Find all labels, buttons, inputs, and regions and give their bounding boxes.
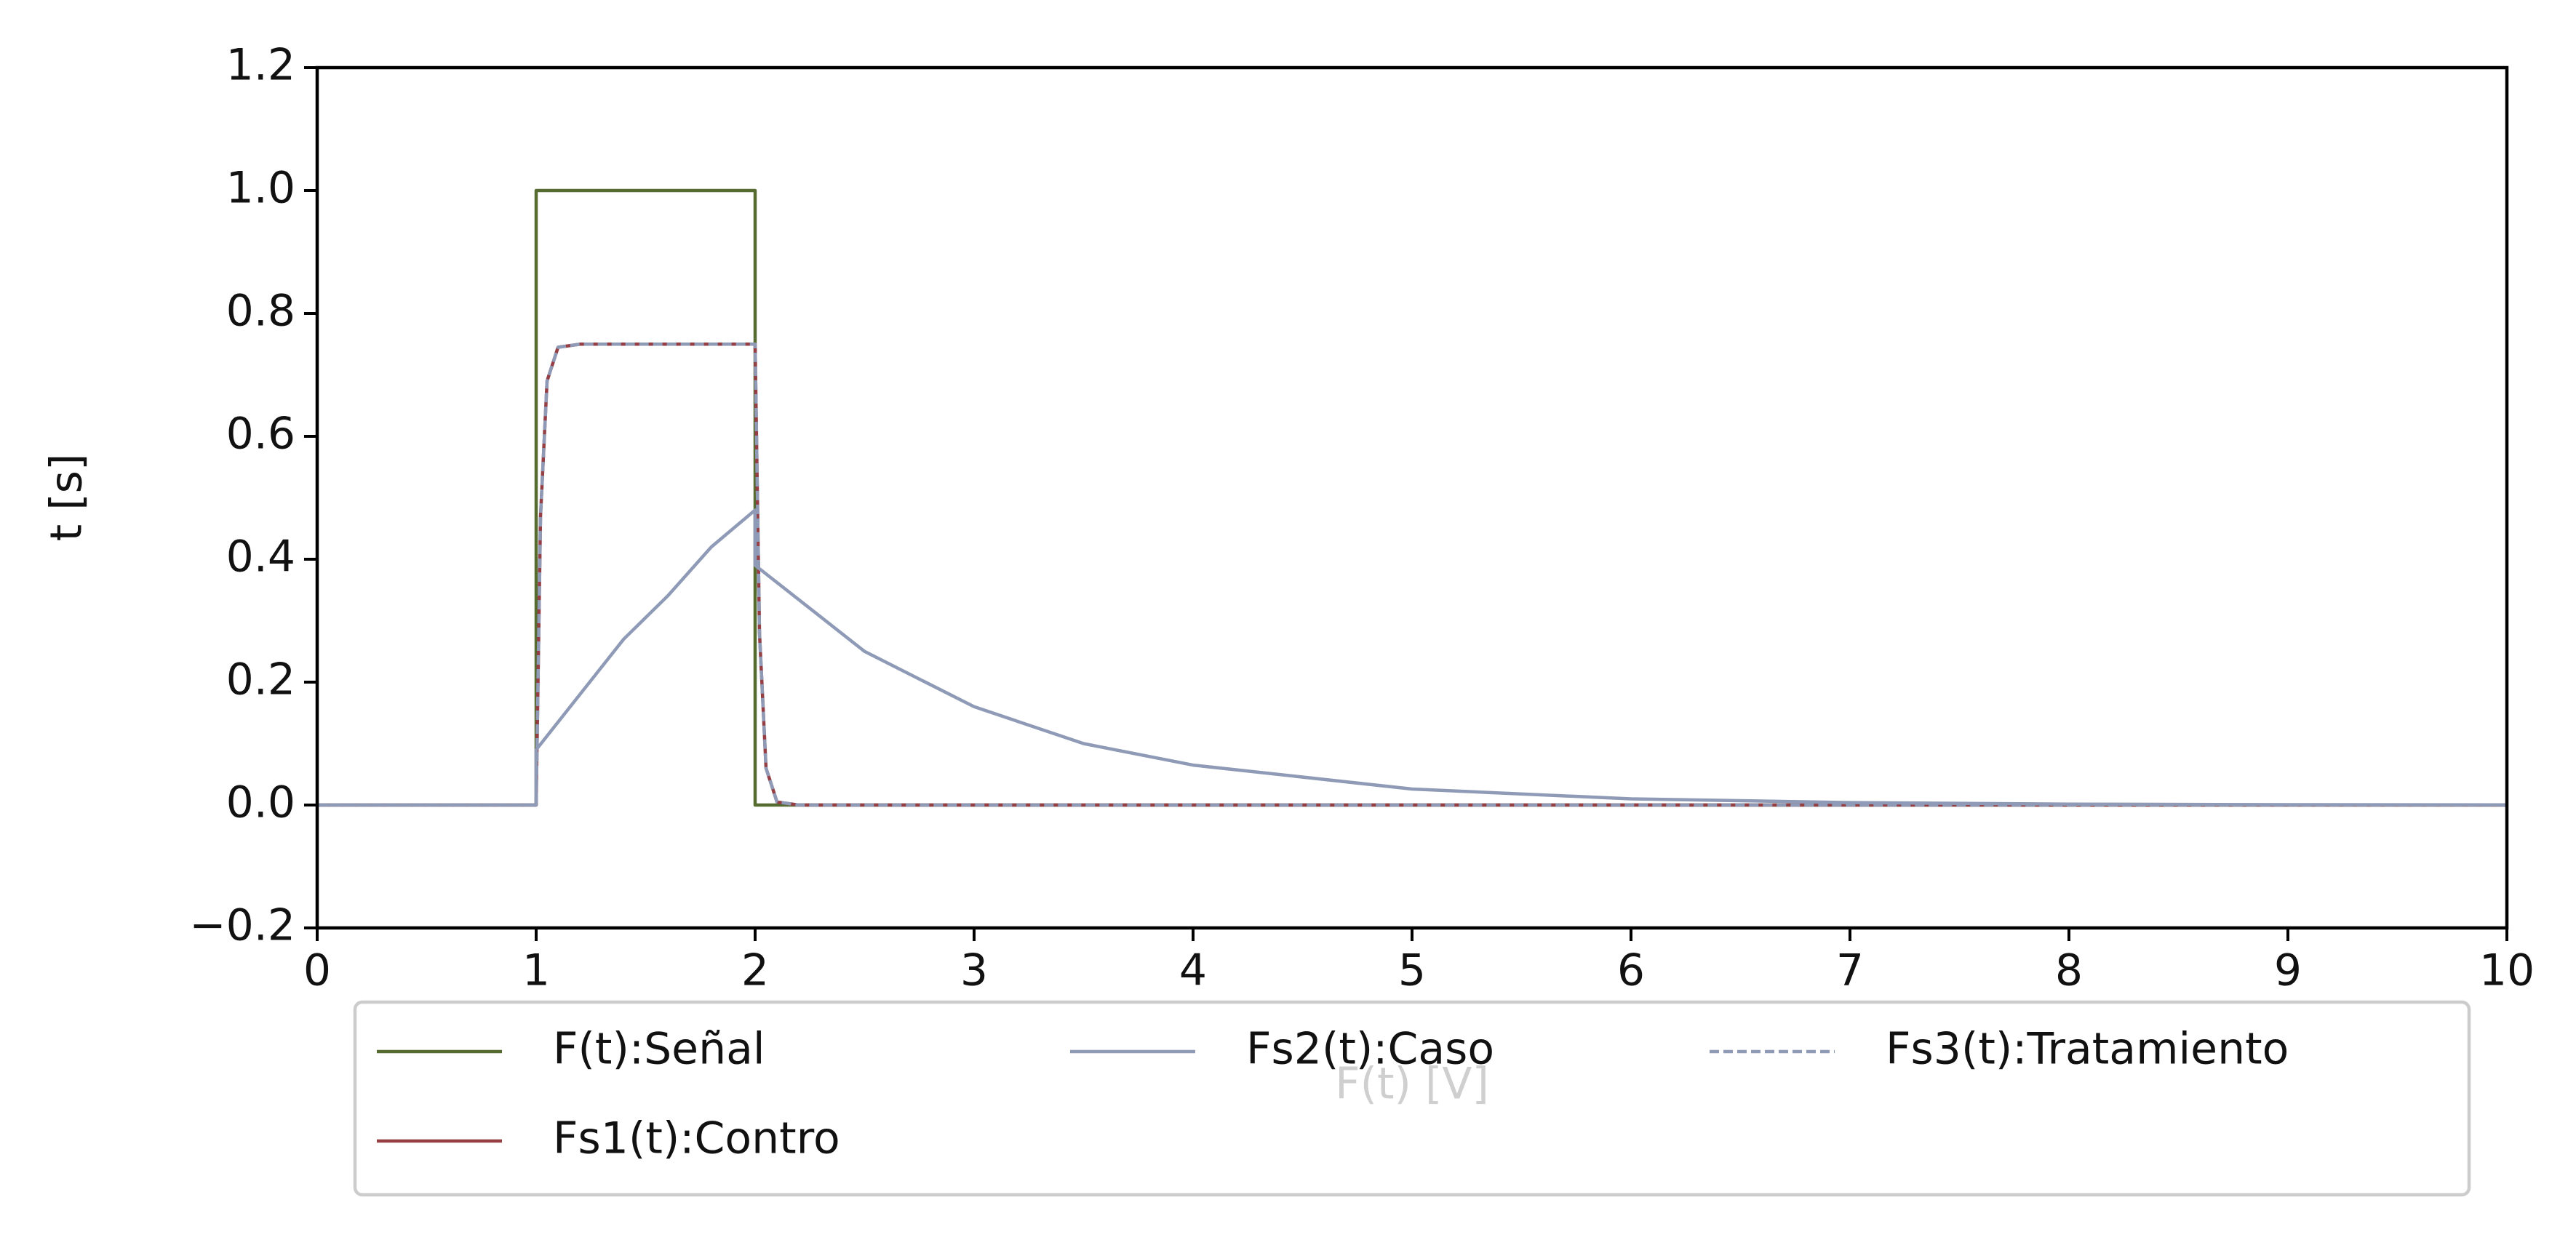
- x-tick-label: 8: [2055, 945, 2083, 996]
- x-tick-label: 5: [1398, 945, 1426, 996]
- x-tick-label: 4: [1179, 945, 1207, 996]
- y-tick-label: −0.2: [189, 900, 295, 951]
- y-tick-label: 0.4: [226, 532, 295, 583]
- x-tick-label: 6: [1617, 945, 1645, 996]
- series-line: [317, 343, 2507, 807]
- x-tick-label: 0: [303, 945, 331, 996]
- y-tick-label: 1.0: [226, 163, 295, 214]
- y-axis-label: t [s]: [41, 454, 92, 542]
- legend-box: [353, 1000, 2471, 1197]
- plot-frame: [315, 65, 2509, 930]
- legend-label: F(t):Señal: [553, 1024, 765, 1075]
- x-tick-label: 3: [960, 945, 988, 996]
- legend: F(t):Señal Fs1(t):Contro Fs2(t):Caso Fs3(t)…: [353, 1000, 2471, 1197]
- x-tick-label: 10: [2479, 945, 2535, 996]
- legend-label: Fs1(t):Contro: [553, 1113, 840, 1164]
- y-tick-label: 0.6: [226, 409, 295, 460]
- series-line: [317, 188, 2507, 807]
- y-tick-label: 0.0: [226, 777, 295, 828]
- y-tick-label: 1.2: [226, 40, 295, 91]
- x-tick-label: 1: [522, 945, 550, 996]
- series-line: [317, 343, 2507, 807]
- x-tick-label: 2: [741, 945, 769, 996]
- x-tick-label: 9: [2274, 945, 2302, 996]
- x-tick-label: 7: [1836, 945, 1864, 996]
- y-tick-label: 0.2: [226, 654, 295, 705]
- legend-label: Fs3(t):Tratamiento: [1886, 1024, 2289, 1075]
- y-tick-label: 0.8: [226, 286, 295, 337]
- series-line: [317, 508, 2508, 807]
- legend-label: Fs2(t):Caso: [1246, 1024, 1494, 1075]
